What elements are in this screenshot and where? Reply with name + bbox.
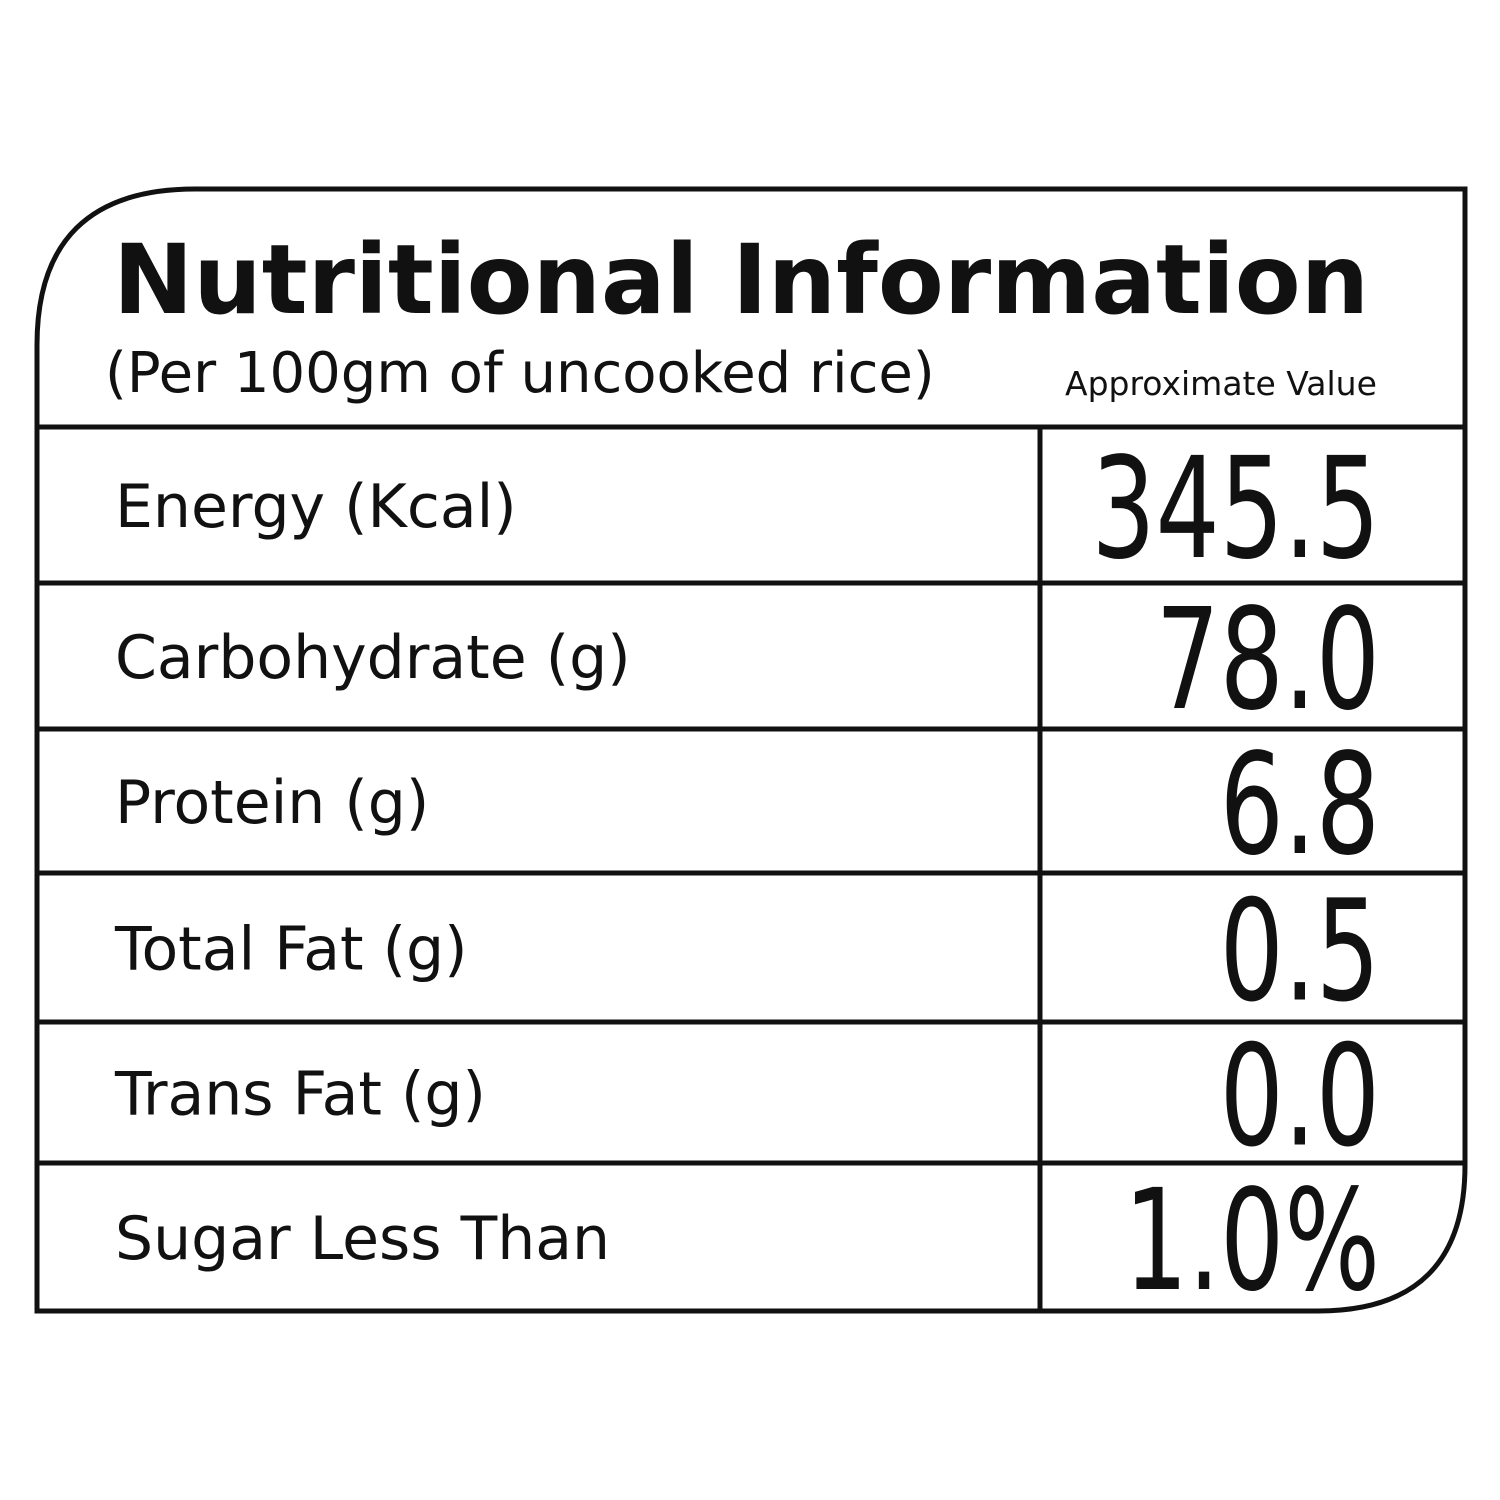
row-value: 0.0: [1220, 1015, 1380, 1178]
row-label: Sugar Less Than: [115, 1204, 610, 1274]
row-value: 345.5: [1091, 427, 1380, 590]
row-label: Total Fat (g): [114, 915, 467, 985]
row-value: 0.5: [1220, 870, 1380, 1033]
row-value: 1.0%: [1124, 1159, 1380, 1322]
subtitle: (Per 100gm of uncooked rice): [105, 341, 935, 406]
title: Nutritional Information: [113, 224, 1369, 336]
row-value: 78.0: [1156, 578, 1380, 741]
row-value: 6.8: [1220, 723, 1380, 886]
row-label: Carbohydrate (g): [115, 623, 631, 693]
column-label: Approximate Value: [1065, 364, 1377, 403]
row-label: Energy (Kcal): [115, 472, 517, 542]
row-label: Trans Fat (g): [114, 1060, 486, 1130]
table: Energy (Kcal) 345.5 Carbohydrate (g) 78.0 Pr…: [37, 424, 1465, 1322]
row-label: Protein (g): [115, 768, 429, 838]
outer-border: [34, 186, 1468, 1314]
